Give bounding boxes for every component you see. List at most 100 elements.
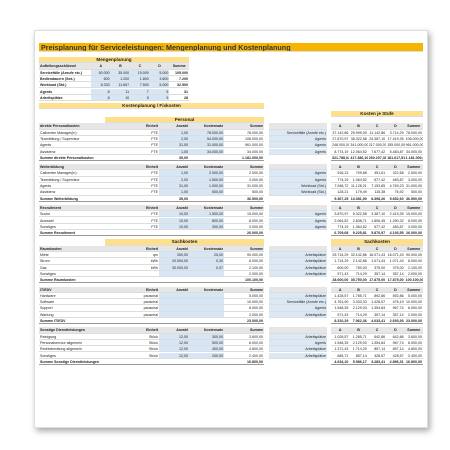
cost-value: 10,00 bbox=[159, 223, 189, 231]
allocation-key: Agents bbox=[269, 217, 327, 224]
key-header bbox=[269, 204, 327, 212]
column-header: Kostensatz bbox=[189, 123, 224, 130]
cost-value: 12,00 bbox=[159, 333, 189, 340]
stage-cost: 17.875,00 bbox=[386, 278, 405, 284]
total-count bbox=[159, 277, 189, 284]
stage-cost: 8.310,29 bbox=[331, 318, 350, 325]
total-label: Summe direkte Personalkosten bbox=[39, 155, 159, 162]
stage-cost: 774,19 bbox=[331, 177, 350, 183]
cost-value: 3.600,00 bbox=[224, 334, 264, 340]
row-label: Suche bbox=[39, 211, 134, 218]
stage-cost: 4.769,23 bbox=[386, 183, 405, 190]
cost-value: pauschal bbox=[134, 305, 159, 312]
row-label: Bediendauern (Sek.) bbox=[39, 76, 91, 83]
cost-value: Stück bbox=[134, 353, 159, 359]
cost-value: 300,00 bbox=[189, 333, 224, 340]
stage-cost: 90.000,00 bbox=[404, 253, 423, 259]
column-header: Anzahl bbox=[159, 204, 189, 212]
total-label: Summe Recruitment bbox=[39, 230, 159, 237]
stage-cost: 34.000,00 bbox=[404, 149, 423, 155]
row-label: Reinigung bbox=[39, 334, 134, 340]
cost-value: FTE bbox=[134, 136, 159, 143]
stage-cost: 5.652,60 bbox=[386, 196, 405, 202]
quantity: 7.500 bbox=[130, 82, 150, 89]
cost-value: 30.000,00 bbox=[159, 264, 189, 271]
cost-value: 6.000,00 bbox=[224, 258, 264, 265]
cost-value: 10,00 bbox=[159, 211, 189, 218]
stage-cost: 357,14 bbox=[367, 312, 387, 318]
stage-cost: 16.071,43 bbox=[367, 253, 387, 259]
stage-cost: 26.000,00 bbox=[404, 231, 423, 237]
column-header: Summe bbox=[404, 327, 423, 334]
stage-cost: 774,19 bbox=[331, 224, 350, 231]
allocation-key: Arbeitsplätze bbox=[269, 264, 327, 271]
cost-value: 961.000,00 bbox=[224, 142, 264, 149]
stage-cost: 2.000,00 bbox=[404, 271, 423, 278]
stage-cost: 483,87 bbox=[386, 177, 405, 183]
row-label: Sonstiges bbox=[39, 224, 134, 231]
quantity: 28 bbox=[169, 95, 189, 102]
cost-value bbox=[159, 305, 189, 312]
stage-cost: 6.709,68 bbox=[331, 230, 350, 237]
cost-value: 300,00 bbox=[159, 252, 189, 259]
stage-cost: 15.000,00 bbox=[404, 212, 423, 218]
column-header: D bbox=[386, 123, 405, 130]
column-header: Summe bbox=[224, 123, 264, 130]
stage-cost: 23.000,00 bbox=[404, 319, 423, 325]
stage-cost: 3.000,00 bbox=[404, 177, 423, 183]
stage-cost: 322,58 bbox=[386, 170, 405, 177]
stage-cost: 375,00 bbox=[386, 265, 405, 271]
allocation-key: Arbeitsplätze bbox=[269, 346, 327, 353]
quantity: 3.600 bbox=[149, 75, 170, 83]
stage-cost: 25.999,00 bbox=[349, 130, 368, 136]
row-label: Rechtsberatung allgemein bbox=[39, 346, 134, 353]
stage-cost: 750,00 bbox=[349, 265, 368, 271]
stage-cost: 3.600,00 bbox=[404, 334, 423, 340]
quantity: 31 bbox=[169, 89, 189, 95]
stage-cost: 2.838,71 bbox=[349, 218, 368, 224]
cost-value: 400,00 bbox=[189, 346, 224, 353]
cost-value bbox=[189, 305, 224, 312]
cost-value: 78.000,00 bbox=[189, 129, 224, 136]
column-header: Kostensatz bbox=[189, 204, 224, 212]
stage-cost: 3.000,00 bbox=[404, 224, 423, 231]
cost-value: Stück bbox=[134, 334, 159, 340]
cost-value: 1,00 bbox=[159, 189, 189, 196]
cost-value: Stück bbox=[134, 340, 159, 347]
stage-cost: 7.153,85 bbox=[367, 183, 387, 190]
column-header: A bbox=[331, 204, 350, 212]
total-count bbox=[159, 318, 189, 325]
row-label: Auswahl bbox=[39, 218, 134, 224]
column-header: Kostensatz bbox=[189, 286, 224, 293]
section-heading: Mengenplanung bbox=[39, 57, 189, 64]
stage-cost: 341.000,00 bbox=[349, 143, 368, 149]
cost-value: 5.000,00 bbox=[224, 293, 264, 300]
column-header: C bbox=[367, 164, 387, 171]
quantity: 1.200 bbox=[110, 75, 131, 83]
stage-cost: 967,74 bbox=[386, 305, 405, 312]
stage-cost: 24.387,10 bbox=[367, 136, 387, 143]
cost-value: 10,00 bbox=[159, 217, 189, 224]
stage-cost: 1.371,43 bbox=[331, 346, 350, 353]
cost-value: 12,00 bbox=[159, 339, 189, 347]
column-header: D bbox=[386, 204, 405, 212]
allocation-key: Agents bbox=[269, 142, 327, 149]
stage-cost: 248.000,00 bbox=[331, 143, 350, 149]
row-label: Callcenter Manager(in) bbox=[39, 170, 134, 177]
cost-value: 78.000,00 bbox=[224, 130, 264, 136]
stage-cost: 16.800,00 bbox=[404, 359, 423, 366]
cost-value: 1,00 bbox=[159, 129, 189, 136]
quantity: 11 bbox=[110, 88, 131, 95]
stage-cost: 677,42 bbox=[367, 177, 387, 183]
stage-cost: 2.064,52 bbox=[331, 218, 350, 224]
allocation-key: Agents bbox=[269, 305, 327, 312]
stage-cost: 4.634,10 bbox=[331, 359, 350, 366]
stage-cost: 3.283,41 bbox=[367, 359, 387, 366]
column-header: D bbox=[386, 245, 405, 252]
total-label: Summe Raumkosten bbox=[39, 277, 159, 284]
cost-value: 3.000,00 bbox=[224, 177, 264, 183]
stage-cost: 9.367,25 bbox=[331, 196, 350, 202]
allocation-key: Arbeitsplätze bbox=[269, 333, 327, 340]
stage-cost: 1.714,29 bbox=[349, 346, 368, 353]
cost-value bbox=[159, 292, 189, 300]
